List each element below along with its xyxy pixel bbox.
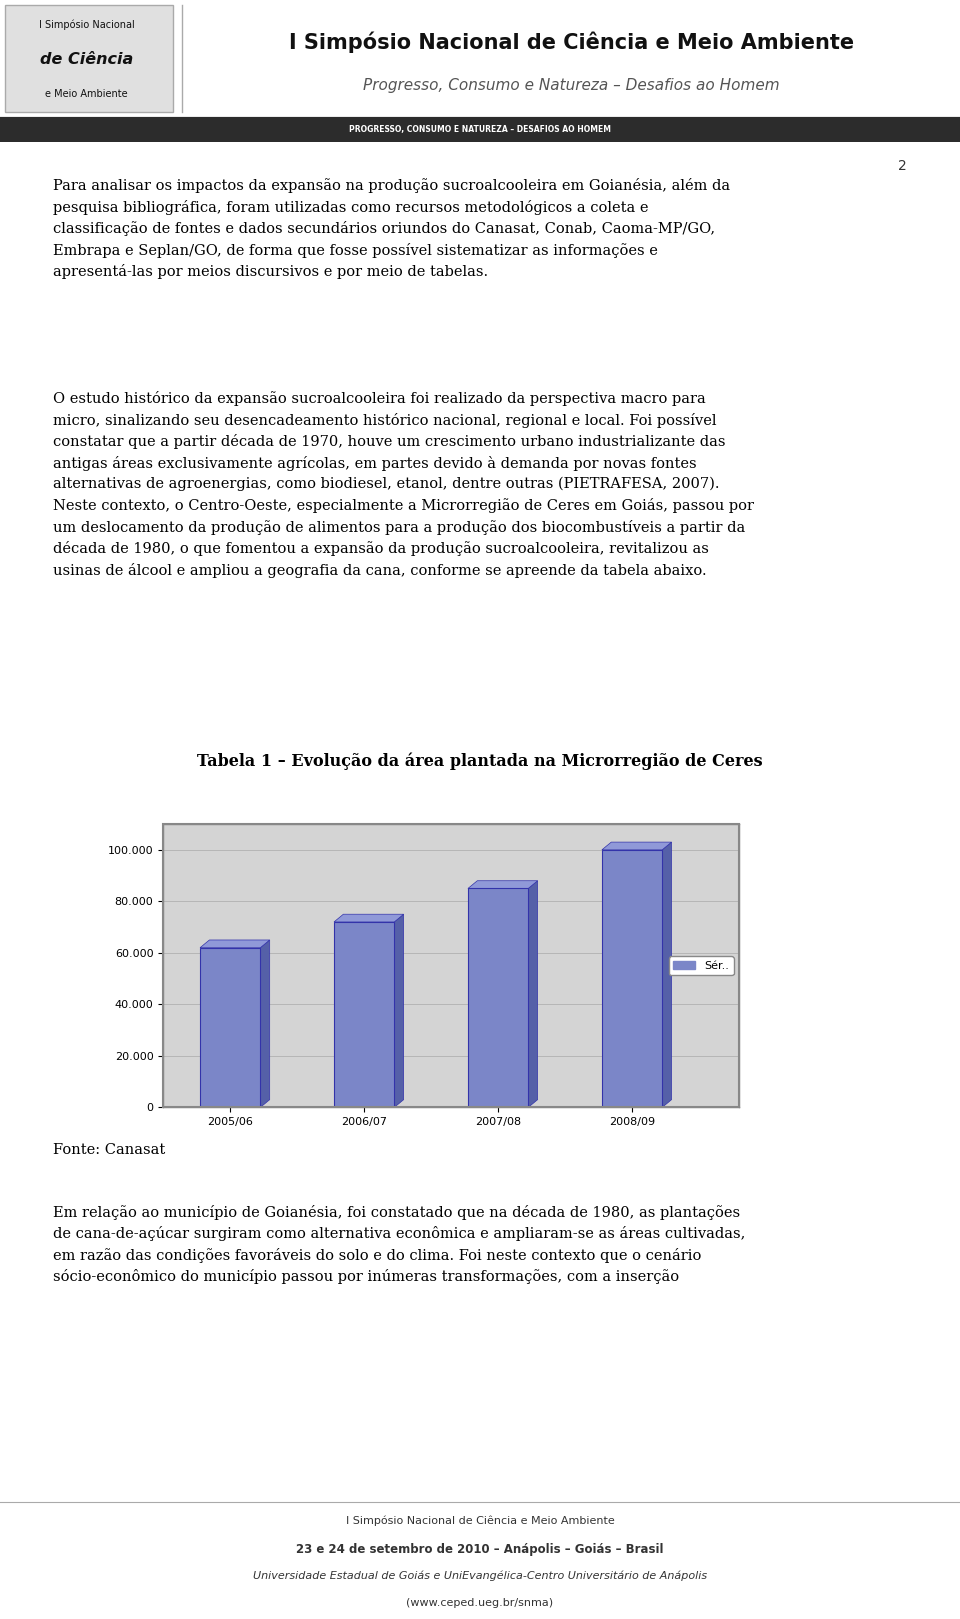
Polygon shape: [528, 881, 538, 1107]
Text: Tabela 1 – Evolução da área plantada na Microrregião de Ceres: Tabela 1 – Evolução da área plantada na …: [197, 753, 763, 771]
Text: e Meio Ambiente: e Meio Ambiente: [45, 89, 128, 99]
Polygon shape: [602, 842, 672, 850]
Text: I Simpósio Nacional: I Simpósio Nacional: [38, 19, 134, 29]
Polygon shape: [200, 941, 270, 947]
Bar: [0, 1502, 960, 1619]
Bar: [5, 5, 173, 112]
Bar: [334, 921, 395, 1107]
Legend: Sér..: Sér..: [669, 957, 733, 975]
Polygon shape: [662, 842, 672, 1107]
Text: Para analisar os impactos da expansão na produção sucroalcooleira em Goianésia, : Para analisar os impactos da expansão na…: [53, 178, 730, 280]
Text: de Ciência: de Ciência: [39, 52, 133, 68]
Text: Em relação ao município de Goianésia, foi constatado que na década de 1980, as p: Em relação ao município de Goianésia, fo…: [53, 1205, 745, 1284]
Text: Fonte: Canasat: Fonte: Canasat: [53, 1143, 165, 1158]
Text: Progresso, Consumo e Natureza – Desafios ao Homem: Progresso, Consumo e Natureza – Desafios…: [363, 78, 780, 94]
Text: O estudo histórico da expansão sucroalcooleira foi realizado da perspectiva macr: O estudo histórico da expansão sucroalco…: [53, 390, 754, 578]
Bar: [200, 947, 260, 1107]
Text: PROGRESSO, CONSUMO E NATUREZA – DESAFIOS AO HOMEM: PROGRESSO, CONSUMO E NATUREZA – DESAFIOS…: [349, 125, 611, 134]
Text: (www.ceped.ueg.br/snma): (www.ceped.ueg.br/snma): [406, 1598, 554, 1608]
Text: I Simpósio Nacional de Ciência e Meio Ambiente: I Simpósio Nacional de Ciência e Meio Am…: [346, 1515, 614, 1525]
Polygon shape: [468, 881, 538, 889]
Bar: [0, 0, 960, 117]
Text: 23 e 24 de setembro de 2010 – Anápolis – Goiás – Brasil: 23 e 24 de setembro de 2010 – Anápolis –…: [297, 1543, 663, 1556]
Polygon shape: [334, 915, 403, 921]
Bar: [0, 117, 960, 142]
Text: I Simpósio Nacional de Ciência e Meio Ambiente: I Simpósio Nacional de Ciência e Meio Am…: [289, 31, 853, 53]
Polygon shape: [395, 915, 403, 1107]
Bar: [602, 850, 662, 1107]
Text: Universidade Estadual de Goiás e UniEvangélica-Centro Universitário de Anápolis: Universidade Estadual de Goiás e UniEvan…: [252, 1570, 708, 1580]
Polygon shape: [260, 941, 270, 1107]
Text: 2: 2: [899, 159, 907, 173]
Bar: [468, 889, 528, 1107]
